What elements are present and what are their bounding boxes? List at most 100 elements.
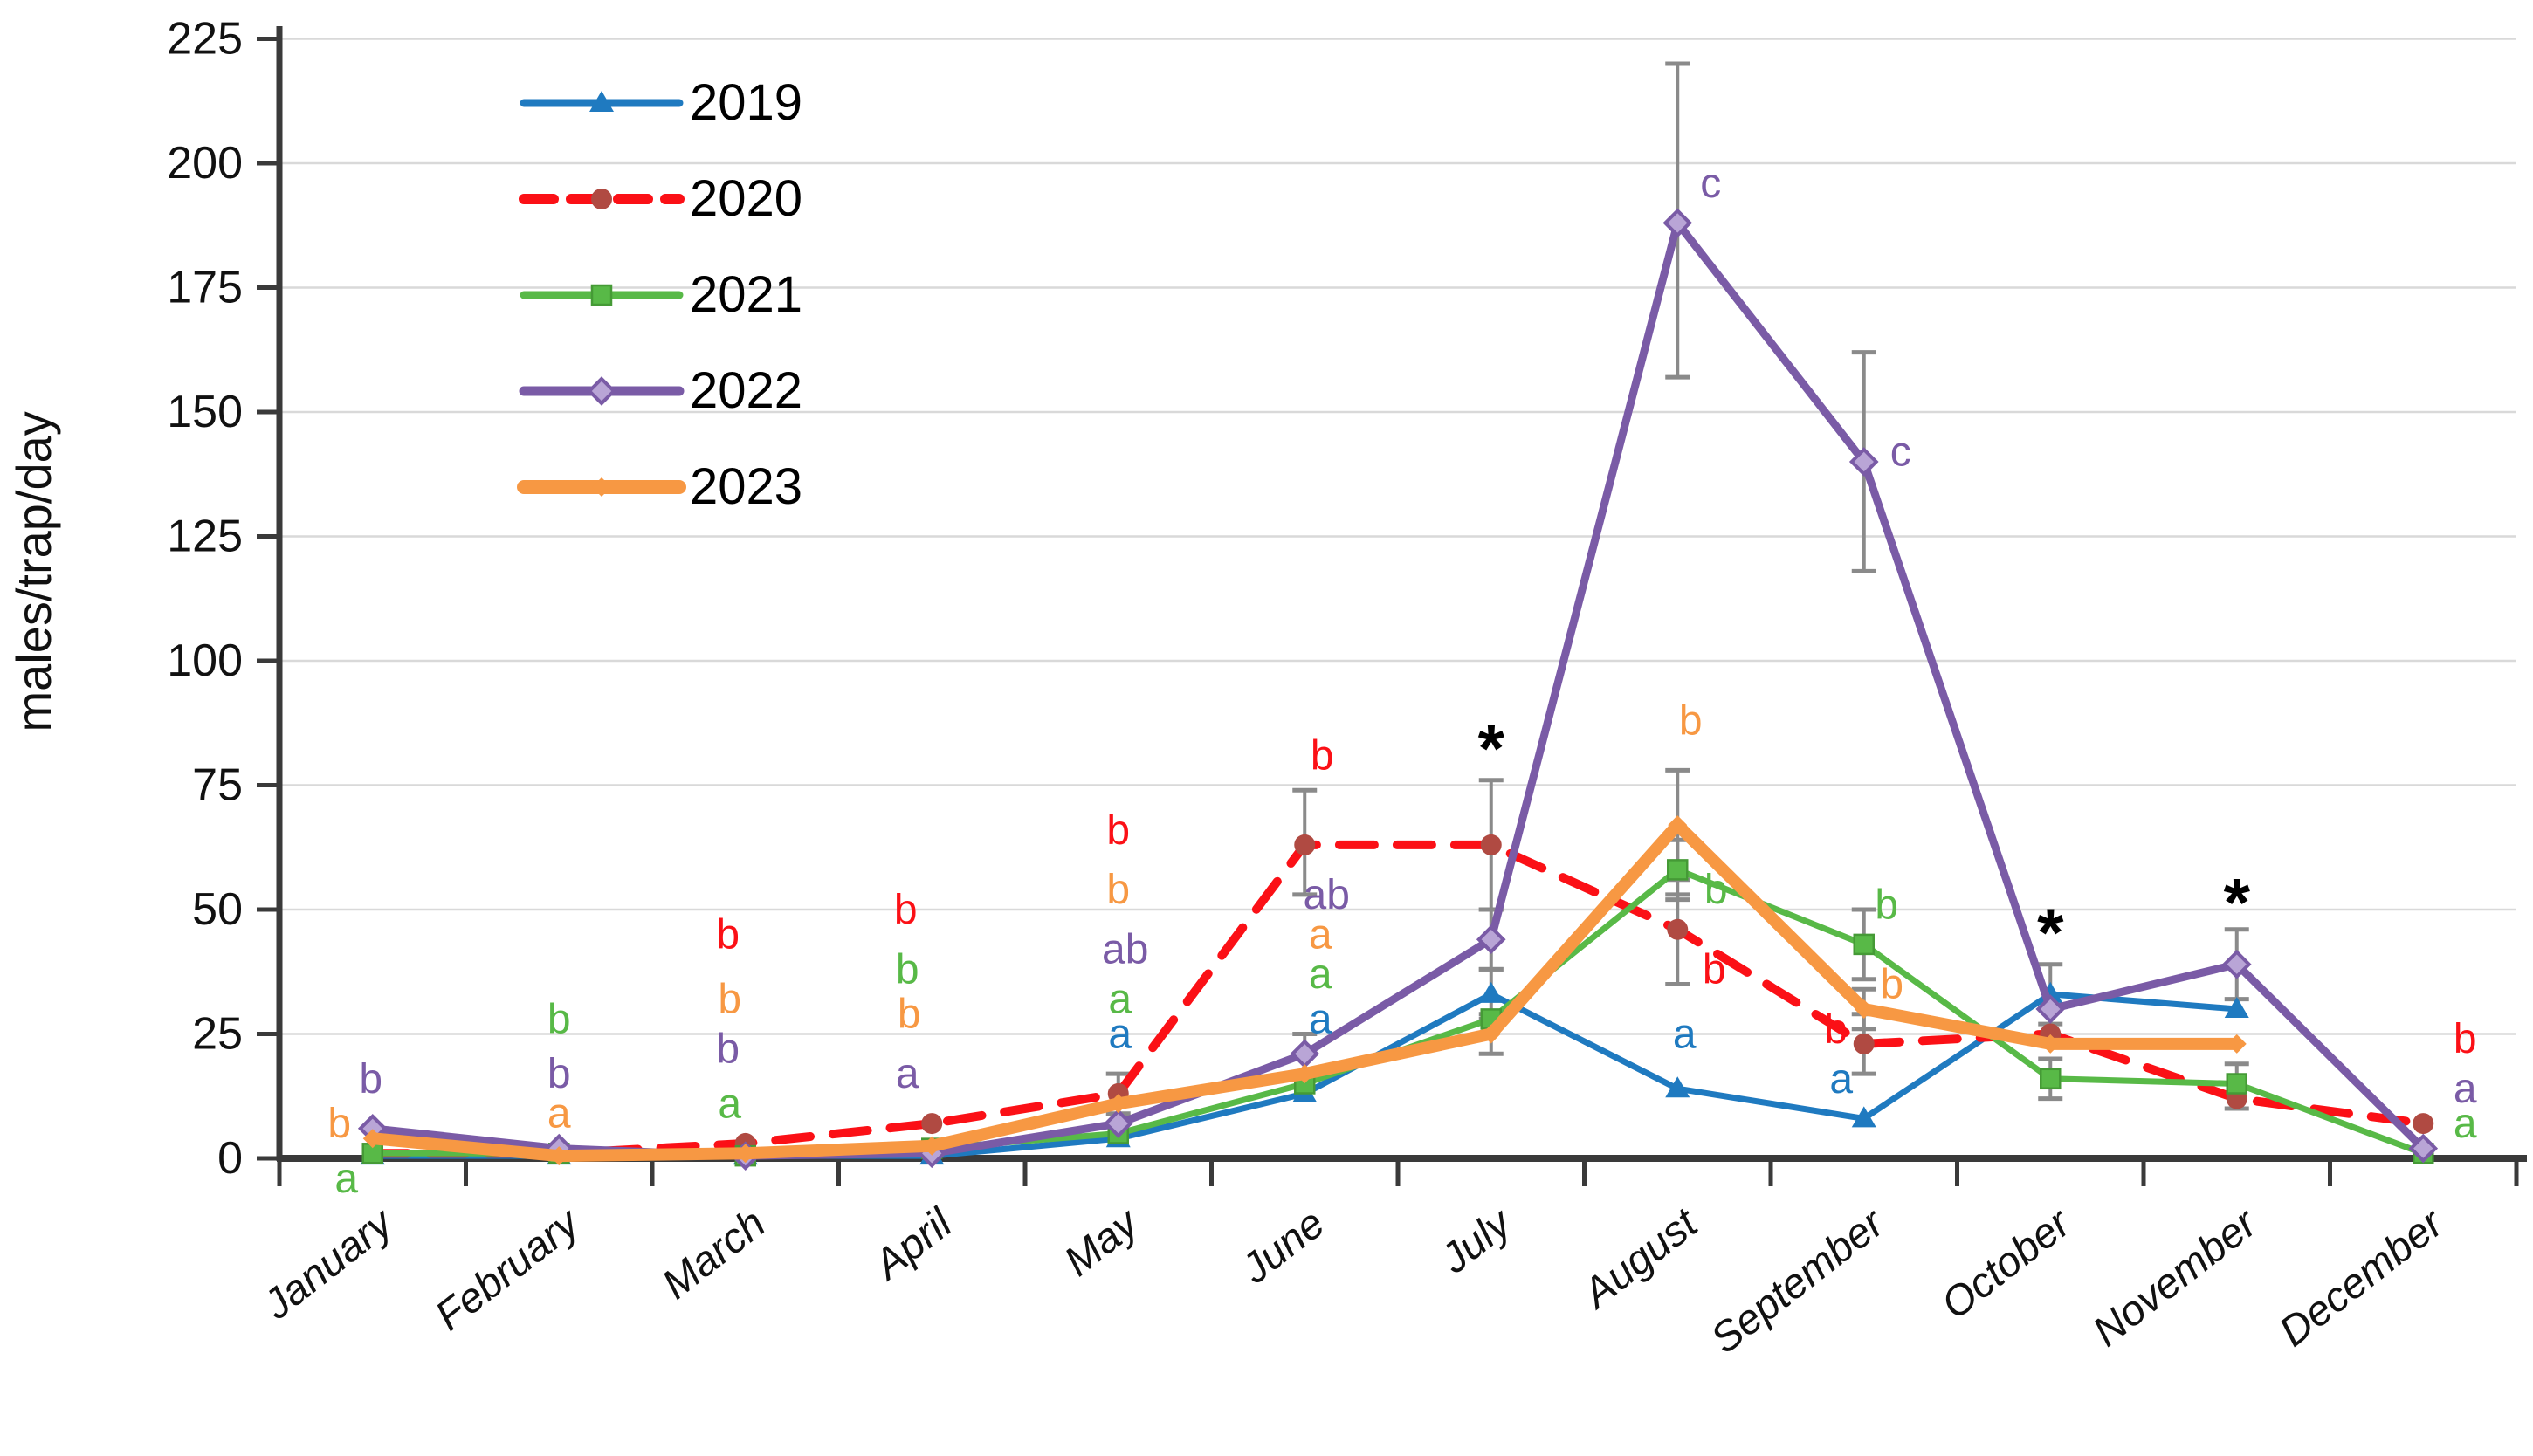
legend-label-2021: 2021: [690, 266, 802, 323]
sig-letter-2023: a: [1309, 912, 1332, 958]
y-tick-label: 200: [167, 138, 243, 189]
sig-letter-2022: c: [1890, 429, 1911, 476]
data-point-marker: [1854, 999, 1874, 1019]
sig-letter-2020: b: [1311, 732, 1334, 779]
data-point-marker: [591, 189, 612, 209]
sig-letter-2020: b: [1106, 807, 1130, 854]
y-tick-label: 25: [192, 1009, 243, 1060]
y-tick-label: 75: [192, 760, 243, 811]
sig-letter-2023: b: [327, 1101, 351, 1147]
sig-letter-2023: a: [547, 1091, 571, 1137]
legend-item-2020: 2020: [519, 170, 802, 227]
x-month-label: May: [1056, 1198, 1148, 1285]
sig-letter-2021: b: [1704, 867, 1728, 913]
sig-letter-2020: b: [1824, 1006, 1848, 1053]
sig-letter-2021: a: [334, 1156, 358, 1202]
y-axis-title: males/trap/day: [6, 411, 61, 731]
data-point-marker: [1476, 924, 1506, 955]
data-point-marker: [1662, 208, 1693, 238]
series-2023: [362, 815, 2247, 1166]
sig-letter-2019: a: [1673, 1012, 1697, 1058]
data-point-marker: [362, 1129, 382, 1149]
x-month-label: November: [2084, 1199, 2267, 1356]
significance-asterisk: *: [2037, 894, 2064, 971]
x-month-label: March: [654, 1200, 774, 1308]
x-month-label: December: [2271, 1199, 2454, 1356]
x-month-label: June: [1233, 1200, 1333, 1293]
data-point-marker: [1295, 1064, 1315, 1084]
sig-letter-2023: b: [1106, 867, 1130, 913]
sig-letter-2023: b: [1880, 962, 1903, 1008]
data-point-marker: [549, 1146, 569, 1166]
x-month-label: July: [1432, 1198, 1522, 1283]
sig-letter-2022: b: [547, 1051, 571, 1097]
data-point-marker: [1294, 834, 1316, 855]
sig-letter-2019: a: [1829, 1056, 1853, 1102]
x-month-label: September: [1703, 1199, 1894, 1363]
x-month-label: August: [1573, 1199, 1707, 1319]
data-point-marker: [592, 477, 611, 497]
data-point-marker: [590, 284, 613, 306]
legend-label-2019: 2019: [690, 74, 802, 131]
data-point-marker: [1481, 1024, 1501, 1044]
y-tick-label: 150: [167, 387, 243, 437]
sig-letter-2020: b: [1703, 946, 1726, 992]
data-point-marker: [1665, 1076, 1690, 1098]
legend: 2019 2020 2021 2022 2023: [517, 74, 802, 515]
sig-letter-2021: b: [547, 996, 571, 1042]
sig-letter-2022: a: [2454, 1066, 2477, 1112]
sig-letter-2021: a: [2454, 1101, 2477, 1147]
sig-letter-2021: b: [896, 946, 919, 992]
sig-letter-2022: b: [716, 1027, 740, 1073]
sig-letter-2023: b: [718, 977, 741, 1023]
y-tick-label: 225: [167, 14, 243, 65]
y-tick-label: 125: [167, 512, 243, 562]
sig-letter-2022: c: [1700, 161, 1721, 207]
legend-label-2022: 2022: [690, 362, 802, 419]
series-line-2020: [368, 840, 2428, 1158]
y-tick-label: 50: [192, 884, 243, 935]
legend-item-2022: 2022: [519, 362, 802, 419]
data-point-marker: [2040, 1068, 2062, 1090]
sig-letter-2021: a: [718, 1081, 741, 1127]
x-month-label: April: [864, 1199, 961, 1290]
sig-letter-2020: b: [2454, 1016, 2477, 1062]
data-point-marker: [1848, 447, 1879, 477]
sig-letter-2020: b: [716, 912, 740, 958]
data-point-marker: [1853, 1033, 1875, 1054]
x-month-label: October: [1933, 1199, 2081, 1329]
legend-item-2023: 2023: [517, 458, 802, 515]
sig-letter-2019: a: [1309, 996, 1332, 1042]
x-month-label: January: [255, 1198, 403, 1329]
data-point-marker: [1667, 859, 1689, 881]
data-point-marker: [1108, 1094, 1128, 1114]
data-point-marker: [2041, 1034, 2061, 1054]
sig-letter-2019: a: [1108, 1012, 1132, 1058]
sig-letter-2023: b: [1679, 697, 1703, 744]
data-point-marker: [2224, 997, 2249, 1018]
legend-item-2021: 2021: [520, 266, 802, 323]
legend-item-2019: 2019: [520, 74, 802, 131]
x-month-label: February: [427, 1198, 589, 1340]
data-point-marker: [2408, 1133, 2439, 1164]
data-point-marker: [1480, 834, 1502, 855]
data-point-marker: [2227, 1034, 2247, 1054]
data-point-marker: [1103, 1109, 1133, 1138]
series-2021: [361, 859, 2434, 1167]
data-point-marker: [1853, 933, 1875, 956]
data-point-marker: [2221, 949, 2252, 979]
data-point-marker: [922, 1136, 942, 1156]
data-point-marker: [735, 1144, 755, 1164]
sig-letter-2022: b: [359, 1056, 382, 1102]
sig-letter-2022: a: [896, 1051, 919, 1097]
sig-letter-2022: ab: [1102, 927, 1148, 973]
data-point-marker: [587, 376, 616, 406]
y-tick-label: 0: [217, 1133, 243, 1184]
sig-letter-2023: b: [898, 992, 921, 1038]
data-point-marker: [921, 1113, 943, 1135]
data-point-marker: [589, 91, 614, 112]
series-line-2022: [368, 218, 2427, 1160]
y-tick-label: 175: [167, 263, 243, 313]
